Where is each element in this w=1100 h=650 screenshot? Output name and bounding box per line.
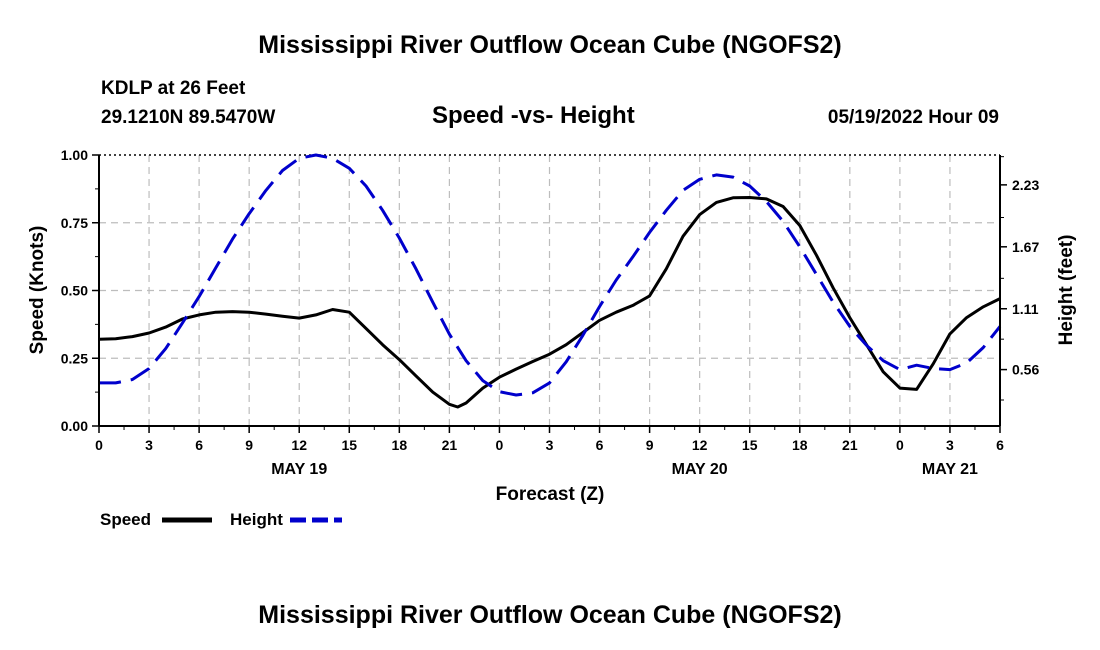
- x-tick-label: 15: [341, 437, 357, 453]
- x-date-label: MAY 21: [922, 461, 978, 478]
- y-axis-label-speed: Speed (Knots): [27, 226, 48, 355]
- series-height-line: [99, 153, 1002, 397]
- x-tick-label: 9: [245, 437, 253, 453]
- y-tick-label: 0.00: [61, 418, 88, 434]
- x-tick-label: 9: [646, 437, 654, 453]
- forecast-datetime: 05/19/2022 Hour 09: [827, 107, 999, 128]
- station-label: KDLP at 26 Feet: [101, 78, 246, 99]
- x-tick-label: 3: [145, 437, 153, 453]
- axis-layer: 0 3 6 9 12 15 18 21 0 3 6 9 12 15 18 21 0 3 6 MAY 19 MAY 20 M…: [61, 147, 1040, 478]
- y2-tick-label: 0.56: [1012, 362, 1039, 378]
- x-tick-label: 12: [291, 437, 307, 453]
- y-axis-label-height: Height (feet): [1056, 235, 1077, 346]
- legend-speed-label: Speed: [100, 510, 151, 529]
- x-tick-label: 21: [442, 437, 458, 453]
- y2-tick-label: 1.67: [1012, 239, 1039, 255]
- x-tick-label: 0: [896, 437, 904, 453]
- footer-title: Mississippi River Outflow Ocean Cube (NG…: [258, 601, 842, 629]
- station-coordinates: 29.1210N 89.5470W: [101, 107, 276, 128]
- x-tick-label: 3: [546, 437, 554, 453]
- x-axis-label: Forecast (Z): [496, 484, 605, 505]
- legend: Speed Height: [100, 510, 342, 529]
- legend-height-label: Height: [230, 510, 283, 529]
- x-tick-label: 15: [742, 437, 758, 453]
- grid-layer: [99, 154, 1000, 426]
- chart-main-title: Mississippi River Outflow Ocean Cube (NG…: [258, 31, 842, 59]
- x-tick-label: 18: [392, 437, 408, 453]
- y-tick-label: 0.50: [61, 283, 88, 299]
- x-tick-label: 6: [596, 437, 604, 453]
- label-layer: Forecast (Z) Speed (Knots) Height (feet): [27, 226, 1077, 505]
- y-tick-label: 1.00: [61, 147, 88, 163]
- x-tick-label: 3: [946, 437, 954, 453]
- x-tick-label: 0: [496, 437, 504, 453]
- series-layer: [98, 153, 1002, 409]
- y-tick-label: 0.25: [61, 350, 88, 366]
- y2-tick-label: 2.23: [1012, 177, 1039, 193]
- chart-subtitle: Speed -vs- Height: [432, 102, 635, 129]
- series-speed-line: [98, 196, 1001, 409]
- x-date-label: MAY 19: [271, 461, 327, 478]
- x-tick-label: 21: [842, 437, 858, 453]
- x-tick-label: 12: [692, 437, 708, 453]
- x-date-label: MAY 20: [672, 461, 728, 478]
- y-tick-label: 0.75: [61, 215, 88, 231]
- x-tick-label: 6: [996, 437, 1004, 453]
- x-tick-label: 6: [195, 437, 203, 453]
- x-tick-label: 18: [792, 437, 808, 453]
- x-tick-label: 0: [95, 437, 103, 453]
- y2-tick-label: 1.11: [1012, 301, 1039, 317]
